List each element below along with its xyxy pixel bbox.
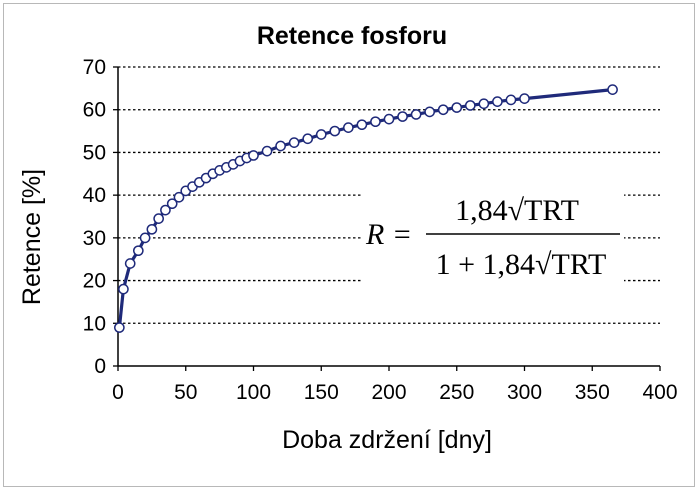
formula-numerator: 1,84√TRT [455,194,579,227]
y-tick-label: 40 [83,184,106,207]
y-tick-label: 10 [83,312,106,335]
data-point [410,109,422,120]
data-point [478,98,490,110]
data-point [302,133,314,145]
data-point [315,129,327,140]
axes [113,66,661,371]
data-point [288,137,300,148]
x-tick-label: 400 [642,381,677,404]
y-tick-label: 60 [83,99,106,122]
x-tick-label: 250 [439,381,474,404]
x-tick-label: 200 [371,381,406,404]
data-point [173,191,185,203]
data-point [160,204,171,216]
y-tick-label: 20 [83,270,106,293]
data-point [397,111,408,122]
data-point [464,100,476,111]
data-point [492,96,503,107]
data-point [519,93,530,104]
data-point [166,198,178,210]
data-point [424,106,435,118]
x-tick-label: 350 [575,381,610,404]
y-tick-label: 30 [83,227,106,250]
data-point [356,119,368,131]
data-point [118,283,129,295]
data-point [607,84,618,95]
data-point [505,94,517,106]
data-point [248,150,259,161]
y-tick-label: 70 [83,56,106,79]
formula-box [362,183,624,283]
formula-lhs: R = [365,218,412,251]
chart-title: Retence fosforu [257,22,447,50]
x-tick-label: 0 [112,381,124,404]
data-point [370,116,381,128]
data-point [343,122,354,134]
y-tick-label: 0 [94,355,106,378]
data-point [261,145,273,157]
data-point [437,104,449,116]
data-points [114,84,618,333]
y-tick-labels: 0 10 20 30 40 50 60 70 [83,56,106,378]
data-point [451,102,463,113]
data-point [124,258,136,269]
x-tick-label: 150 [304,381,339,404]
data-point [275,140,286,152]
x-tick-label: 50 [174,381,197,404]
y-tick-label: 50 [83,141,106,164]
x-tick-labels: 0 50 100 150 200 250 300 350 400 [112,381,677,404]
data-point [139,232,151,244]
data-point [383,113,395,125]
data-point [146,223,158,235]
x-tick-label: 300 [507,381,542,404]
x-tick-label: 100 [236,381,271,404]
data-point [132,245,144,257]
formula-denominator: 1 + 1,84√TRT [436,248,607,281]
data-point [329,125,341,137]
data-point [153,213,164,224]
x-axis-label: Doba zdržení [dny] [282,426,492,454]
y-axis-label: Retence [%] [18,169,46,305]
data-point [114,322,125,333]
